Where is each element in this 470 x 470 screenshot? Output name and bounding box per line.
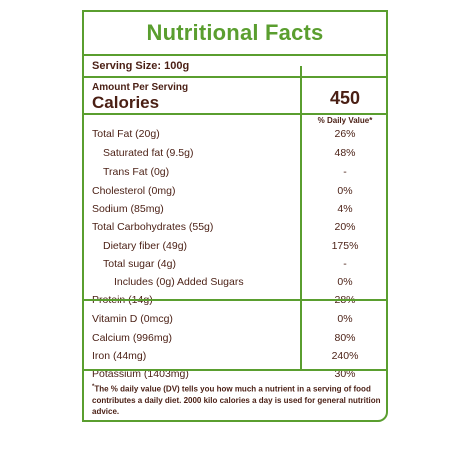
amount-per-serving: Amount Per Serving (92, 82, 189, 93)
label-title: Nutritional Facts (146, 20, 324, 45)
nutrient-name: Total sugar (4g) (103, 258, 176, 270)
footnote-text: The % daily value (DV) tells you how muc… (92, 384, 381, 416)
nutrient-name: Saturated fat (9.5g) (103, 147, 194, 159)
calories-value: 450 (329, 88, 361, 108)
calories-label: Calories (92, 93, 160, 112)
nutrient-name: Total Fat (20g) (92, 128, 160, 140)
divider (84, 369, 386, 371)
nutrient-value: 20% (334, 221, 356, 233)
nutrient-value: - (343, 166, 347, 178)
mineral-value: 30% (334, 368, 356, 380)
nutrient-name: Dietary fiber (49g) (103, 240, 188, 252)
nutrient-value: 0% (337, 276, 353, 288)
mineral-name: Potassium (1403mg) (92, 368, 189, 380)
nutrient-value: 175% (331, 240, 359, 252)
column-divider (300, 299, 302, 369)
mineral-value: 80% (334, 332, 356, 344)
mineral-name: Iron (44mg) (92, 350, 147, 362)
footnote: *The % daily value (DV) tells you how mu… (92, 382, 382, 417)
mineral-name: Calcium (996mg) (92, 332, 172, 344)
mineral-value: 240% (331, 350, 359, 362)
divider (84, 76, 386, 78)
column-divider (300, 66, 302, 299)
divider (84, 299, 386, 301)
nutrient-name: Sodium (85mg) (92, 203, 164, 215)
nutrient-name: Cholesterol (0mg) (92, 185, 176, 197)
footnote-marker: * (92, 384, 95, 390)
nutrition-label: Nutritional Facts Serving Size: 100g Amo… (82, 10, 388, 422)
nutrient-value: 4% (337, 203, 353, 215)
mineral-value: 0% (337, 313, 353, 325)
daily-value-header: % Daily Value* (317, 116, 373, 125)
serving-size: Serving Size: 100g (92, 60, 190, 72)
nutrient-name: Trans Fat (0g) (103, 166, 170, 178)
nutrient-value: 0% (337, 185, 353, 197)
divider (84, 113, 386, 115)
nutrient-name: Includes (0g) Added Sugars (114, 276, 244, 288)
nutrient-value: - (343, 258, 347, 270)
nutrient-value: 26% (334, 128, 356, 140)
mineral-name: Vitamin D (0mcg) (92, 313, 173, 325)
nutrient-name: Total Carbohydrates (55g) (92, 221, 214, 233)
nutrient-value: 48% (334, 147, 356, 159)
divider (84, 54, 386, 56)
